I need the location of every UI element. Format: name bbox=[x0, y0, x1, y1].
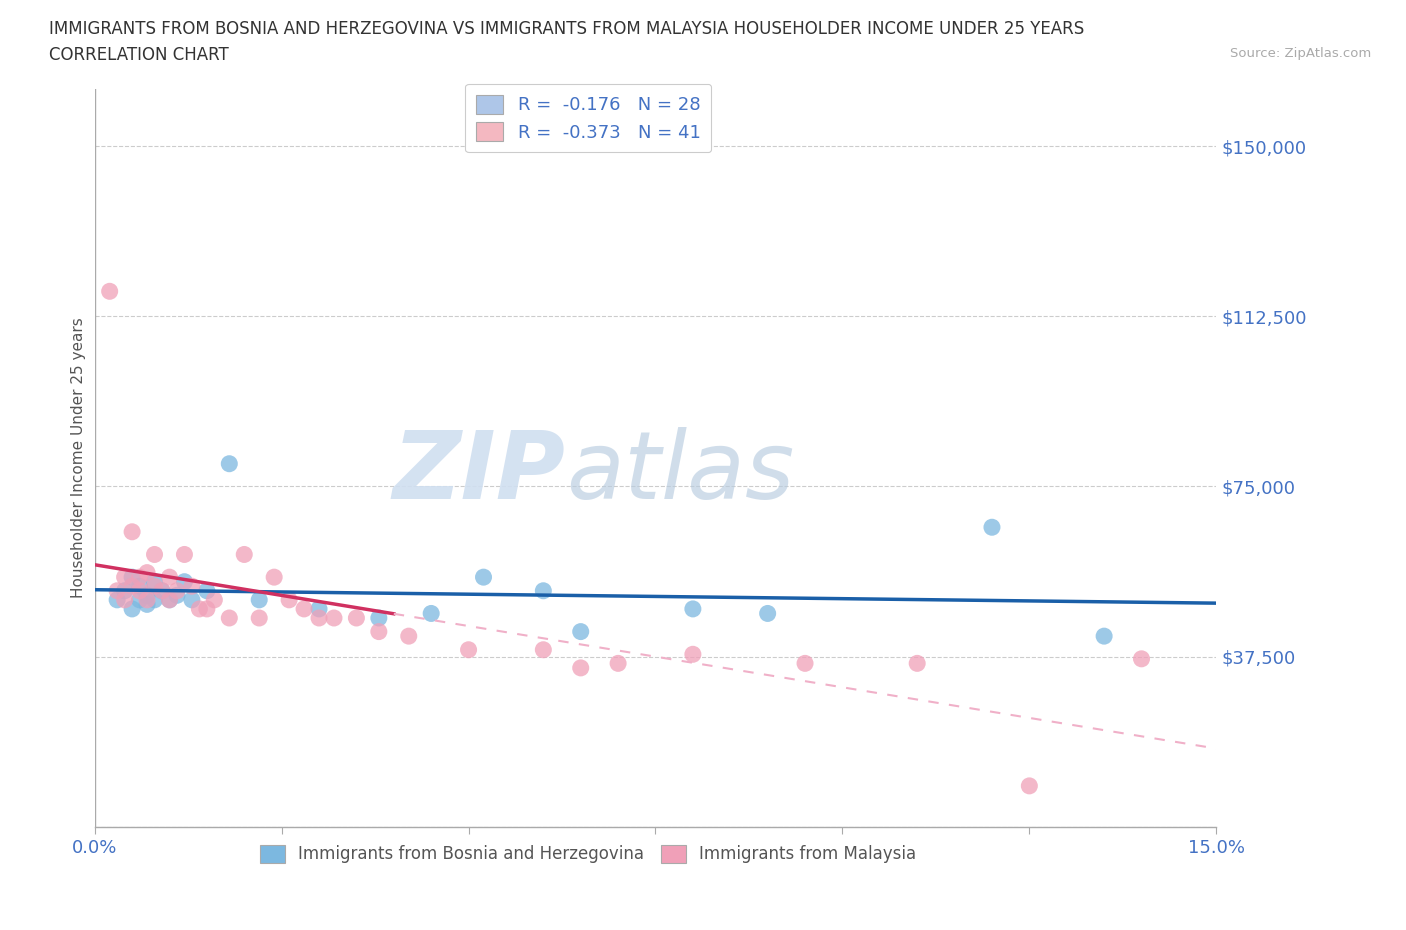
Point bbox=[128, 583, 150, 598]
Point bbox=[308, 602, 330, 617]
Point bbox=[136, 597, 159, 612]
Point bbox=[323, 611, 346, 626]
Point bbox=[143, 592, 166, 607]
Text: atlas: atlas bbox=[565, 427, 794, 518]
Point bbox=[173, 547, 195, 562]
Point bbox=[367, 624, 389, 639]
Point bbox=[247, 611, 270, 626]
Point bbox=[195, 583, 218, 598]
Point bbox=[344, 611, 367, 626]
Point bbox=[150, 583, 173, 598]
Text: IMMIGRANTS FROM BOSNIA AND HERZEGOVINA VS IMMIGRANTS FROM MALAYSIA HOUSEHOLDER I: IMMIGRANTS FROM BOSNIA AND HERZEGOVINA V… bbox=[49, 20, 1084, 38]
Point bbox=[136, 565, 159, 580]
Point bbox=[794, 656, 817, 671]
Point bbox=[159, 592, 181, 607]
Point bbox=[398, 629, 420, 644]
Y-axis label: Householder Income Under 25 years: Householder Income Under 25 years bbox=[72, 318, 86, 598]
Point bbox=[202, 592, 225, 607]
Point bbox=[114, 570, 136, 585]
Point bbox=[180, 578, 202, 593]
Point bbox=[308, 611, 330, 626]
Point bbox=[607, 656, 630, 671]
Point bbox=[114, 583, 136, 598]
Point bbox=[128, 570, 150, 585]
Point bbox=[114, 592, 136, 607]
Point bbox=[233, 547, 256, 562]
Point bbox=[166, 583, 188, 598]
Point bbox=[1130, 651, 1153, 666]
Point bbox=[263, 570, 285, 585]
Point bbox=[981, 520, 1004, 535]
Point bbox=[367, 611, 389, 626]
Point bbox=[569, 624, 592, 639]
Point bbox=[159, 592, 181, 607]
Point bbox=[682, 602, 704, 617]
Point bbox=[105, 592, 128, 607]
Point bbox=[531, 643, 554, 658]
Point bbox=[756, 606, 779, 621]
Point bbox=[128, 578, 150, 593]
Point bbox=[98, 284, 121, 299]
Point bbox=[150, 583, 173, 598]
Legend: Immigrants from Bosnia and Herzegovina, Immigrants from Malaysia: Immigrants from Bosnia and Herzegovina, … bbox=[253, 838, 924, 870]
Point bbox=[682, 647, 704, 662]
Point bbox=[195, 602, 218, 617]
Point bbox=[1018, 778, 1040, 793]
Point bbox=[143, 574, 166, 589]
Point bbox=[180, 592, 202, 607]
Point bbox=[105, 583, 128, 598]
Point bbox=[292, 602, 315, 617]
Point bbox=[278, 592, 301, 607]
Point bbox=[569, 660, 592, 675]
Point bbox=[188, 602, 211, 617]
Text: CORRELATION CHART: CORRELATION CHART bbox=[49, 46, 229, 64]
Point bbox=[247, 592, 270, 607]
Point bbox=[121, 578, 143, 593]
Point bbox=[159, 570, 181, 585]
Point bbox=[136, 588, 159, 603]
Point bbox=[218, 611, 240, 626]
Point bbox=[420, 606, 443, 621]
Text: ZIP: ZIP bbox=[392, 427, 565, 519]
Point bbox=[472, 570, 495, 585]
Text: Source: ZipAtlas.com: Source: ZipAtlas.com bbox=[1230, 46, 1371, 60]
Point bbox=[143, 578, 166, 593]
Point bbox=[173, 574, 195, 589]
Point bbox=[121, 602, 143, 617]
Point bbox=[457, 643, 479, 658]
Point bbox=[143, 547, 166, 562]
Point bbox=[1092, 629, 1115, 644]
Point bbox=[136, 592, 159, 607]
Point bbox=[121, 525, 143, 539]
Point bbox=[121, 570, 143, 585]
Point bbox=[905, 656, 928, 671]
Point bbox=[531, 583, 554, 598]
Point bbox=[166, 588, 188, 603]
Point bbox=[218, 457, 240, 472]
Point bbox=[128, 592, 150, 607]
